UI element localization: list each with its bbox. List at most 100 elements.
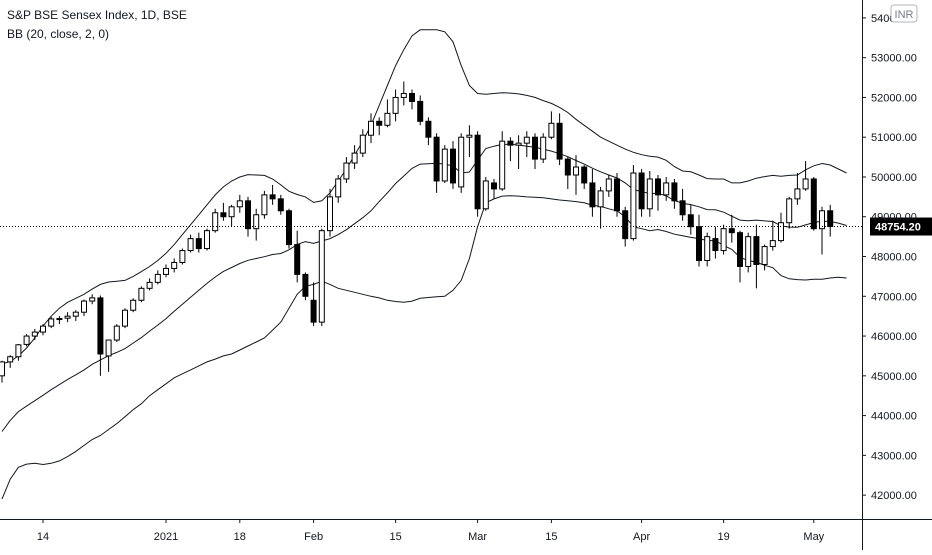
candle[interactable] [40,324,46,336]
candle[interactable] [564,157,571,189]
indicator-title[interactable]: BB (20, close, 2, 0) [7,27,110,41]
candle[interactable] [802,161,809,191]
candle[interactable] [195,232,202,253]
currency-badge[interactable]: INR [895,9,914,21]
candle[interactable] [359,129,366,158]
candle[interactable] [753,224,760,289]
candle[interactable] [89,294,96,305]
candle[interactable] [523,131,530,158]
candle[interactable] [31,328,38,341]
candle[interactable] [548,111,555,140]
candle[interactable] [286,208,292,249]
candle[interactable] [220,202,227,221]
candle[interactable] [638,169,645,217]
candle[interactable] [204,228,210,251]
candle[interactable] [310,282,317,327]
candle[interactable] [450,141,456,189]
candle[interactable] [589,169,596,217]
candle[interactable] [704,232,711,267]
candle[interactable] [23,334,30,347]
candle[interactable] [384,99,391,128]
candle[interactable] [655,174,661,211]
currency-badge-box[interactable] [890,4,918,23]
candle[interactable] [745,232,752,273]
candle[interactable] [171,258,178,273]
candle[interactable] [810,176,817,231]
candle[interactable] [761,244,768,271]
candle[interactable] [671,178,678,209]
candle[interactable] [417,95,424,126]
candle[interactable] [433,133,440,193]
candle[interactable] [581,165,588,189]
candle[interactable] [245,196,251,237]
candle[interactable] [277,194,284,215]
candle[interactable] [532,133,538,170]
candle[interactable] [15,344,22,361]
candle[interactable] [335,174,342,203]
candle[interactable] [769,220,776,251]
candle[interactable] [97,295,104,376]
candle[interactable] [491,178,497,199]
candle[interactable] [269,184,276,205]
candle[interactable] [597,186,604,229]
candle[interactable] [696,214,702,267]
candle[interactable] [605,174,612,197]
candle[interactable] [113,324,120,343]
candle[interactable] [515,135,522,170]
candle[interactable] [540,133,547,164]
candle[interactable] [236,194,243,213]
candle[interactable] [318,228,325,327]
candle[interactable] [679,188,686,221]
candle[interactable] [212,208,219,233]
candle[interactable] [81,299,87,317]
candle[interactable] [630,165,637,241]
candle[interactable] [261,190,268,219]
candle[interactable] [122,308,128,329]
candle[interactable] [499,131,506,191]
candle[interactable] [228,204,235,227]
candle[interactable] [400,81,407,106]
candle[interactable] [819,206,825,255]
candle[interactable] [786,196,793,229]
candle[interactable] [507,137,514,162]
candle[interactable] [154,270,161,285]
candle[interactable] [409,89,415,110]
candle[interactable] [458,133,465,193]
candle[interactable] [622,206,629,247]
candle[interactable] [187,234,194,253]
candle[interactable] [663,176,670,201]
candle[interactable] [179,248,186,265]
candle[interactable] [720,224,727,255]
symbol-title[interactable]: S&P BSE Sensex Index, 1D, BSE [7,8,187,22]
candle[interactable] [72,310,79,321]
candle[interactable] [146,278,153,291]
candle[interactable] [253,208,260,241]
candle[interactable] [728,214,735,243]
candle[interactable] [64,312,71,323]
candle[interactable] [130,298,137,313]
candle[interactable] [376,117,383,136]
candle[interactable] [441,145,448,183]
candle[interactable] [687,204,694,235]
candle[interactable] [327,188,333,237]
candle[interactable] [646,171,653,217]
candle[interactable] [556,113,563,166]
candle[interactable] [294,230,301,283]
candle[interactable] [105,339,112,372]
candle[interactable] [712,226,719,259]
candle[interactable] [778,212,784,243]
candle[interactable] [392,89,399,122]
candle[interactable] [302,272,309,301]
candle[interactable] [573,155,579,195]
candle[interactable] [163,264,169,278]
candle[interactable] [614,173,620,217]
candle[interactable] [0,360,5,383]
candle[interactable] [482,176,489,211]
candle[interactable] [7,355,14,368]
candle[interactable] [138,286,145,303]
candle[interactable] [351,145,358,170]
candle[interactable] [425,117,432,146]
candle[interactable] [368,113,374,144]
